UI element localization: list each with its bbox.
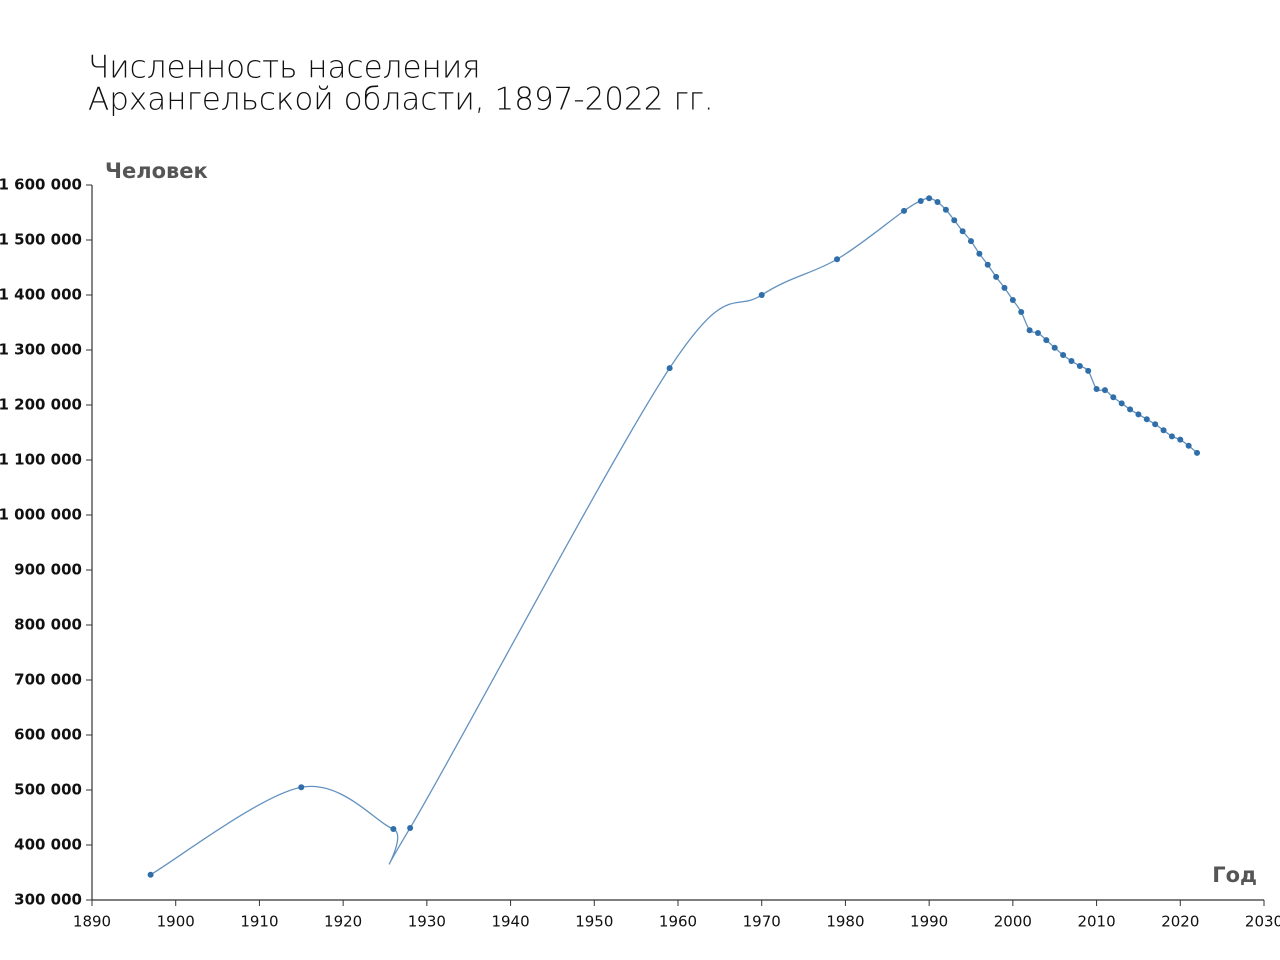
point [407,824,414,831]
x-tick-label: 1940 [491,913,529,931]
y-tick-label: 1 600 000 [0,176,82,194]
point [1118,400,1125,407]
point [993,273,1000,280]
x-tick-label: 1960 [659,913,697,931]
point [1001,284,1008,291]
point [926,195,933,202]
y-tick-label: 800 000 [14,616,82,634]
point [1034,329,1041,336]
chart-title: Архангельской области, 1897-2022 гг. [88,82,714,118]
point [934,199,941,206]
point [1051,344,1058,351]
point [984,261,991,268]
point [834,256,841,263]
point [1085,367,1092,374]
point [1110,394,1117,401]
y-tick-label: 1 500 000 [0,231,82,249]
point [959,228,966,235]
point [390,826,397,833]
x-tick-label: 2030 [1245,913,1280,931]
x-tick-label: 2010 [1077,913,1115,931]
point [147,871,154,878]
point [1135,411,1142,418]
chart-title: Численность населения [88,50,481,86]
y-tick-label: 600 000 [14,726,82,744]
y-tick-label: 1 400 000 [0,286,82,304]
y-tick-label: 500 000 [14,781,82,799]
line [150,197,1198,876]
point [1101,387,1108,394]
point [1143,416,1150,423]
point [976,250,983,257]
point [1185,442,1192,449]
x-tick-label: 1890 [73,913,111,931]
x-axis-label: Год [1212,863,1257,887]
point [951,217,958,224]
point [1076,362,1083,369]
x-tick-label: 1910 [240,913,278,931]
y-tick-label: 900 000 [14,561,82,579]
point [758,292,765,298]
point [917,197,924,204]
x-tick-label: 1990 [910,913,948,931]
y-tick-label: 1 100 000 [0,451,82,469]
x-tick-label: 1930 [408,913,446,931]
y-tick-label: 1 200 000 [0,396,82,414]
x-tick-label: 1950 [575,913,613,931]
x-tick-label: 1900 [157,913,195,931]
y-tick-label: 400 000 [14,836,82,854]
point [1026,327,1033,334]
point [1168,433,1175,440]
y-axis-label: Человек [105,159,208,183]
point [968,238,974,245]
point [1194,449,1201,456]
point [1018,309,1025,316]
point [1160,427,1167,434]
y-tick-label: 300 000 [14,891,82,909]
point [1093,386,1100,393]
y-tick-label: 1 300 000 [0,341,82,359]
x-tick-label: 2000 [994,913,1032,931]
point [942,206,949,213]
x-tick-label: 1970 [743,913,781,931]
y-tick-label: 700 000 [14,671,82,689]
point [1068,358,1075,364]
point [1043,337,1050,344]
y-tick-label: 1 000 000 [0,506,82,524]
point [298,784,305,791]
point [666,365,673,372]
point [1009,296,1016,303]
x-tick-label: 1920 [324,913,362,931]
point [901,207,908,214]
point [1060,351,1067,358]
point [1152,421,1159,428]
x-tick-label: 2020 [1161,913,1199,931]
point [1177,436,1184,443]
x-tick-label: 1980 [826,913,864,931]
point [1127,406,1134,413]
